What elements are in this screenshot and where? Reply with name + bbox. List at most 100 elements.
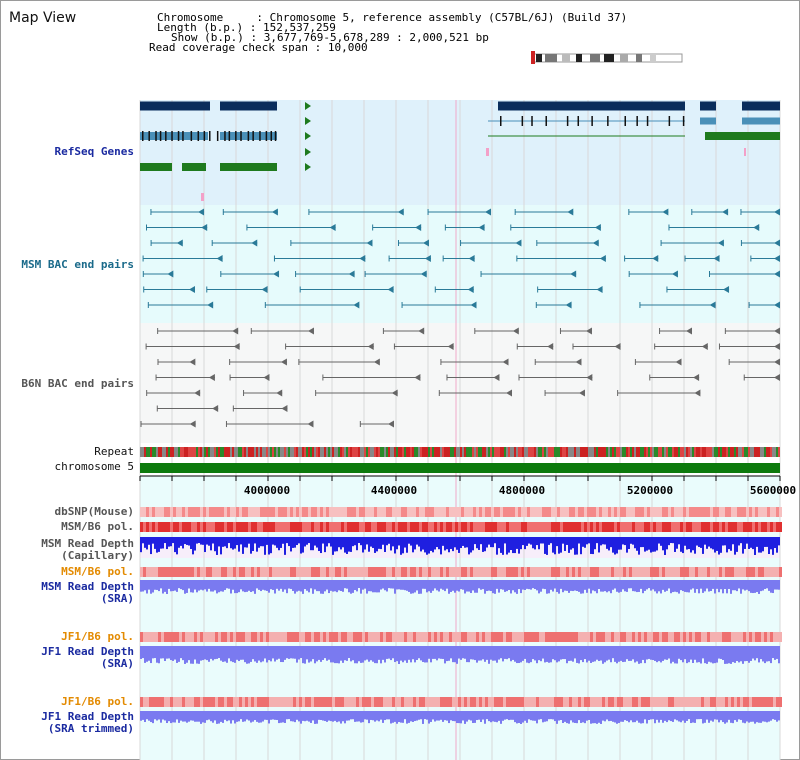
pol-strip-segment <box>671 632 674 642</box>
depth-bar <box>146 580 148 594</box>
depth-bar <box>222 537 224 547</box>
pol-strip-segment <box>575 632 578 642</box>
pol-strip-segment <box>767 567 770 577</box>
pol-strip-segment <box>719 632 722 642</box>
depth-bar <box>512 580 514 591</box>
repeat-mark <box>500 447 502 457</box>
track-label-dbsnp[interactable]: dbSNP(Mouse) <box>54 505 134 518</box>
repeat-mark <box>282 447 284 457</box>
depth-bar <box>400 711 402 723</box>
axis-tick-label: 4800000 <box>498 484 546 497</box>
depth-bar <box>208 537 210 546</box>
pol-strip-segment <box>305 697 308 707</box>
repeat-mark <box>690 447 692 457</box>
pol-strip-segment <box>479 697 482 707</box>
repeat-mark <box>584 447 586 457</box>
depth-bar <box>616 580 618 592</box>
track-label-msm-depth-capillary[interactable]: MSM Read Depth <box>41 537 134 550</box>
depth-bar <box>612 537 614 553</box>
pol-strip-segment <box>359 697 362 707</box>
pol-strip-segment <box>521 632 524 642</box>
exon <box>646 116 649 126</box>
pol-strip-segment <box>638 567 641 577</box>
repeat-mark <box>778 447 780 457</box>
pol-strip-segment <box>509 697 512 707</box>
repeat-mark <box>540 447 542 457</box>
msm-bac-pair-end <box>201 224 208 231</box>
pol-strip-segment <box>374 507 377 517</box>
track-label-jf1-depth-trimmed[interactable]: JF1 Read Depth <box>41 710 134 723</box>
pol-strip-segment <box>164 697 167 707</box>
pol-strip-segment <box>635 507 638 517</box>
pol-strip-segment <box>284 567 287 577</box>
depth-bar <box>374 537 376 553</box>
pol-strip-segment <box>347 522 350 532</box>
repeat-mark <box>748 447 750 457</box>
track-label-msm-b6-pol-sra[interactable]: MSM/B6 pol. <box>61 565 134 578</box>
exon <box>531 116 533 126</box>
pol-strip-segment <box>602 507 605 517</box>
track-label-msm-depth-sra[interactable]: MSM Read Depth <box>41 580 134 593</box>
depth-bar <box>674 711 676 720</box>
track-label-msm-bac[interactable]: MSM BAC end pairs <box>21 258 134 271</box>
track-label-b6n-bac[interactable]: B6N BAC end pairs <box>21 377 134 390</box>
pol-strip-segment <box>527 567 530 577</box>
pol-strip-segment <box>539 507 542 517</box>
repeat-mark <box>222 447 224 457</box>
pol-strip-segment <box>323 632 326 642</box>
depth-bar <box>312 580 314 594</box>
pol-strip-segment <box>638 697 641 707</box>
repeat-mark <box>602 447 604 457</box>
repeat-mark <box>278 447 280 457</box>
depth-bar <box>216 537 218 555</box>
depth-bar <box>282 646 284 663</box>
track-label-jf1-b6-pol-trimmed[interactable]: JF1/B6 pol. <box>61 695 134 708</box>
depth-bar <box>582 711 584 723</box>
depth-bar <box>728 646 730 664</box>
depth-bar <box>386 711 388 720</box>
depth-bar <box>338 711 340 722</box>
pol-strip-segment <box>149 697 152 707</box>
repeat-mark <box>556 447 558 457</box>
depth-bar <box>260 711 262 723</box>
depth-bar <box>760 580 762 592</box>
depth-bar <box>578 537 580 544</box>
track-label-refseq[interactable]: RefSeq Genes <box>54 145 134 158</box>
pol-strip-segment <box>707 567 710 577</box>
depth-bar <box>152 580 154 593</box>
pol-strip-segment <box>473 507 476 517</box>
msm-bac-pair-end <box>774 270 780 278</box>
depth-bar <box>536 580 538 591</box>
pol-strip-segment <box>590 697 593 707</box>
depth-bar <box>252 580 254 592</box>
pol-strip-segment <box>479 632 482 642</box>
depth-bar <box>566 580 568 591</box>
pol-strip-segment <box>275 697 278 707</box>
pol-strip-segment <box>245 697 248 707</box>
pol-strip-segment <box>197 507 200 517</box>
track-label-jf1-b6-pol[interactable]: JF1/B6 pol. <box>61 630 134 643</box>
pol-strip-segment <box>248 567 251 577</box>
pol-strip-segment <box>644 507 647 517</box>
pol-strip-segment <box>170 697 173 707</box>
repeat-mark <box>268 447 270 457</box>
track-label-jf1-depth-sra[interactable]: JF1 Read Depth <box>41 645 134 658</box>
repeat-mark <box>686 447 688 457</box>
depth-bar <box>298 711 300 722</box>
repeat-mark <box>574 447 576 457</box>
depth-bar <box>140 580 142 592</box>
depth-bar <box>170 537 172 547</box>
depth-bar <box>162 711 164 720</box>
pol-strip-segment <box>659 697 662 707</box>
pol-strip-segment <box>188 507 191 517</box>
pol-strip-segment <box>632 567 635 577</box>
repeat-mark <box>554 447 556 457</box>
depth-bar <box>526 711 528 723</box>
depth-bar <box>716 711 718 720</box>
depth-bar <box>360 711 362 723</box>
depth-bar <box>614 711 616 723</box>
pol-strip-segment <box>230 567 233 577</box>
track-label-msm-b6-pol[interactable]: MSM/B6 pol. <box>61 520 134 533</box>
repeat-mark <box>480 447 482 457</box>
depth-bar <box>488 711 490 722</box>
